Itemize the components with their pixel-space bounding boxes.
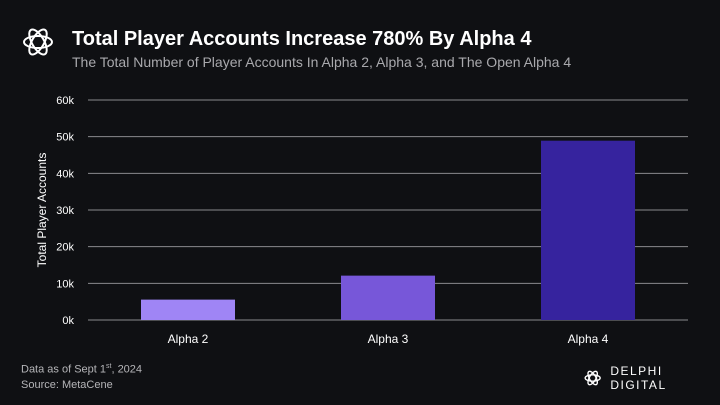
y-tick-label: 30k xyxy=(56,205,74,217)
knot-ring-icon xyxy=(584,370,601,386)
x-tick-label: Alpha 3 xyxy=(368,332,409,346)
chart-subtitle: The Total Number of Player Accounts In A… xyxy=(72,54,572,70)
date-sup: st xyxy=(106,363,112,370)
y-tick-label: 20k xyxy=(56,242,74,254)
data-date-note: Data as of Sept 1st, 2024 xyxy=(21,363,142,376)
chart-title: Total Player Accounts Increase 780% By A… xyxy=(72,28,532,50)
y-tick-label: 0k xyxy=(62,315,74,327)
brand-name: DELPHI DIGITAL xyxy=(610,364,667,392)
y-tick-label: 60k xyxy=(56,95,74,107)
bar-alpha-4 xyxy=(541,140,635,320)
y-axis-label: Total Player Accounts xyxy=(35,153,49,268)
bar-alpha-3 xyxy=(341,275,435,320)
date-suffix: , 2024 xyxy=(111,363,143,376)
date-prefix: Data as of Sept 1 xyxy=(21,363,106,376)
source-note: Source: MetaCene xyxy=(21,379,113,391)
x-tick-label: Alpha 2 xyxy=(168,332,209,346)
brand-logo: DELPHI DIGITAL xyxy=(583,364,720,392)
y-tick-label: 40k xyxy=(56,168,74,180)
y-tick-label: 50k xyxy=(56,132,74,144)
bar-alpha-2 xyxy=(141,299,235,320)
x-tick-label: Alpha 4 xyxy=(568,332,609,346)
delphi-logo-icon xyxy=(23,28,53,56)
y-tick-label: 10k xyxy=(56,278,74,290)
